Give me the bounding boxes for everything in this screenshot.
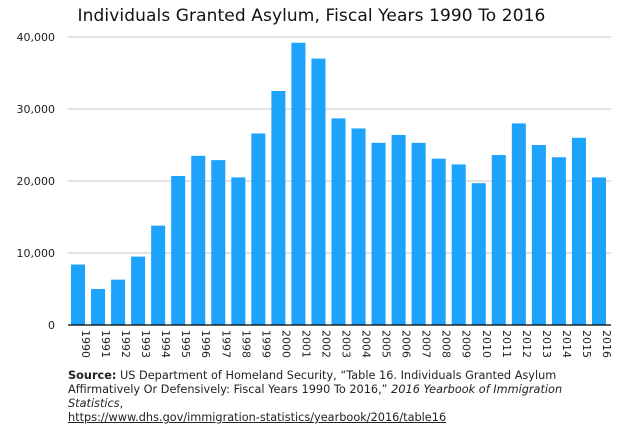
x-tick-label: 2007: [420, 330, 433, 358]
x-tick-label: 1997: [219, 330, 232, 358]
bar-2001: [291, 42, 306, 325]
bar-2014: [551, 157, 566, 325]
bar-1999: [251, 133, 266, 325]
bar-2006: [391, 134, 406, 325]
bar-2000: [271, 91, 286, 325]
x-tick-label: 1996: [199, 330, 212, 358]
bars: [71, 42, 606, 326]
bar-2002: [311, 58, 326, 325]
x-axis-ticks: 1990 1991 1992 1993 1994 1995 1996 1997 1998 1999…: [79, 330, 613, 358]
bar-2009: [451, 164, 466, 325]
x-tick-label: 1991: [99, 330, 112, 358]
bar-2013: [531, 145, 546, 325]
x-tick-label: 1994: [159, 330, 172, 358]
x-tick-label: 1998: [239, 330, 252, 358]
bar-2010: [471, 183, 486, 325]
x-tick-label: 1999: [259, 330, 272, 358]
bar-1993: [131, 256, 146, 325]
y-tick-label: 20,000: [17, 175, 56, 188]
x-tick-label: 2008: [440, 330, 453, 358]
bar-1991: [91, 289, 106, 325]
x-tick-label: 2013: [540, 330, 553, 358]
x-tick-label: 2012: [520, 330, 533, 358]
bar-2008: [431, 158, 446, 325]
x-tick-label: 1993: [139, 330, 152, 358]
x-tick-label: 2005: [380, 330, 393, 358]
bar-2011: [491, 155, 506, 325]
x-tick-label: 2003: [339, 330, 352, 358]
x-tick-label: 2000: [279, 330, 292, 358]
source-publication: 2016 Yearbook of Immigration Statistics: [68, 383, 563, 410]
bar-1997: [211, 160, 226, 325]
bar-2005: [371, 142, 386, 325]
bar-1998: [231, 177, 246, 325]
y-axis-ticks: 0 10,000 20,000 30,000 40,000: [17, 31, 56, 332]
source-comma: ,: [119, 397, 124, 410]
x-tick-label: 1995: [179, 330, 192, 358]
x-tick-label: 1992: [119, 330, 132, 358]
x-tick-label: 2010: [480, 330, 493, 358]
bar-1992: [111, 279, 126, 325]
x-tick-label: 1990: [79, 330, 92, 358]
x-tick-label: 2006: [400, 330, 413, 358]
bar-2015: [571, 137, 586, 325]
y-tick-label: 30,000: [17, 103, 56, 116]
chart-title: Individuals Granted Asylum, Fiscal Years…: [77, 6, 546, 26]
y-tick-label: 0: [48, 319, 55, 332]
source-link[interactable]: https://www.dhs.gov/immigration-statisti…: [68, 411, 447, 424]
x-tick-label: 2002: [319, 330, 332, 358]
bar-2016: [591, 177, 606, 325]
x-tick-label: 2011: [500, 330, 513, 358]
x-tick-label: 2014: [560, 330, 573, 358]
x-tick-label: 2001: [299, 330, 312, 358]
bar-1995: [171, 175, 186, 325]
bar-2004: [351, 128, 366, 325]
bar-2007: [411, 142, 426, 325]
y-tick-label: 40,000: [17, 31, 56, 44]
source-label: Source:: [68, 369, 117, 382]
bar-2003: [331, 118, 346, 325]
x-tick-label: 2004: [360, 330, 373, 358]
x-tick-label: 2015: [580, 330, 593, 358]
bar-1994: [151, 225, 166, 325]
source-note: Source: US Department of Homeland Securi…: [68, 369, 618, 425]
bar-1996: [191, 155, 206, 325]
x-tick-label: 2016: [600, 330, 613, 358]
y-tick-label: 10,000: [17, 247, 56, 260]
bar-2012: [511, 123, 526, 326]
x-tick-label: 2009: [460, 330, 473, 358]
source-text: US Department of Homeland Security, “Tab…: [68, 369, 557, 396]
bar-1990: [71, 264, 86, 325]
